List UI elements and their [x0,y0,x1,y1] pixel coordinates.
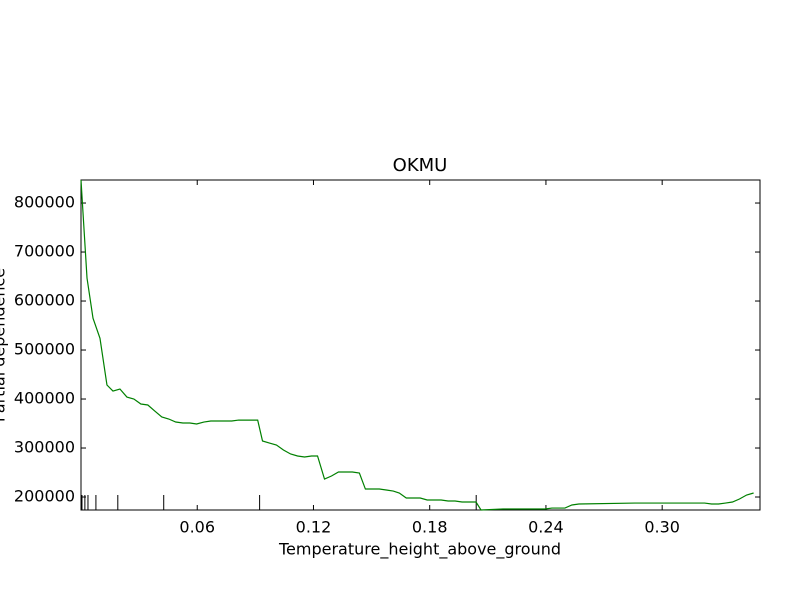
y-tick-label: 300000 [14,438,75,457]
y-tick-label: 500000 [14,340,75,359]
x-tick-label: 0.12 [296,518,332,537]
y-tick-label: 700000 [14,242,75,261]
y-tick-label: 800000 [14,193,75,212]
x-tick-label: 0.06 [179,518,215,537]
plot-frame [80,179,761,511]
y-tick-label: 400000 [14,389,75,408]
x-tick-label: 0.24 [528,518,564,537]
y-axis-label: Partial dependence [0,268,9,422]
y-tick-label: 600000 [14,291,75,310]
data-line [80,179,754,511]
x-axis-label: Temperature_height_above_ground [278,540,561,560]
x-tick-label: 0.18 [412,518,448,537]
x-tick-label: 0.30 [644,518,680,537]
y-tick-label: 200000 [14,487,75,506]
chart-title: OKMU [393,155,448,176]
